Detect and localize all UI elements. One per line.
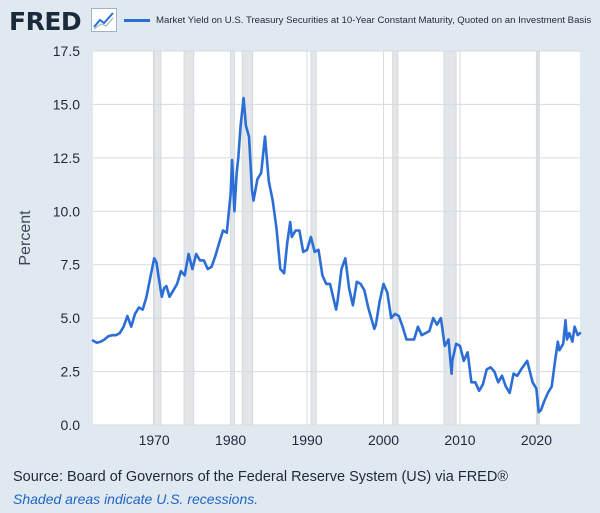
x-tick-label: 2020 [521,432,552,448]
y-tick-label: 5.0 [61,310,81,326]
plot-area [93,51,580,425]
footer-source: Source: Board of Governors of the Federa… [13,469,509,485]
x-tick-label: 1970 [139,432,170,448]
y-tick-label: 15.0 [53,96,80,112]
recession-band [392,50,399,426]
y-tick-label: 10.0 [53,203,80,219]
y-tick-label: 0.0 [61,417,81,433]
y-axis-label: Percent [17,210,34,266]
recession-note: Shaded areas indicate U.S. recessions. [13,491,259,507]
y-tick-label: 17.5 [53,44,80,59]
header: FRED Market Yield on U.S. Treasury Secur… [0,0,600,44]
x-tick-label: 2000 [368,432,399,448]
legend-label: Market Yield on U.S. Treasury Securities… [156,14,592,26]
y-tick-label: 2.5 [61,364,81,380]
recession-band [230,50,235,426]
fred-logo[interactable]: FRED [9,7,82,36]
legend-line-swatch [124,18,150,22]
recession-band [183,50,195,426]
y-tick-label: 12.5 [53,150,80,166]
line-chart-icon [91,8,117,32]
x-tick-label: 1990 [291,432,322,448]
line-chart: 0.0 2.5 5.0 7.5 10.0 12.5 15.0 17.5 1970 1980 1990… [17,44,582,448]
series-line [91,96,582,414]
recession-band [536,50,540,426]
chart-legend: Market Yield on U.S. Treasury Securities… [124,10,591,30]
y-tick-label: 7.5 [61,257,81,273]
x-tick-label: 1980 [215,432,246,448]
x-tick-label: 2010 [444,432,475,448]
